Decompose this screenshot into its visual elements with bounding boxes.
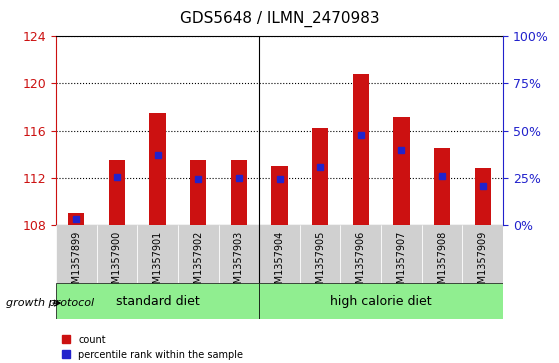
FancyBboxPatch shape (97, 225, 137, 283)
Text: GSM1357904: GSM1357904 (274, 231, 285, 296)
FancyBboxPatch shape (300, 225, 340, 283)
Text: standard diet: standard diet (116, 295, 200, 308)
Text: GSM1357903: GSM1357903 (234, 231, 244, 296)
Text: GSM1357909: GSM1357909 (478, 231, 488, 296)
FancyBboxPatch shape (462, 225, 503, 283)
FancyBboxPatch shape (219, 225, 259, 283)
Bar (434, 148, 450, 225)
FancyBboxPatch shape (259, 283, 503, 319)
Text: GSM1357908: GSM1357908 (437, 231, 447, 296)
FancyBboxPatch shape (137, 225, 178, 283)
Bar (312, 128, 328, 225)
Text: GSM1357907: GSM1357907 (396, 231, 406, 296)
Bar (394, 117, 410, 225)
Legend: count, percentile rank within the sample: count, percentile rank within the sample (61, 335, 243, 360)
Bar (190, 160, 206, 225)
Text: high calorie diet: high calorie diet (330, 295, 432, 308)
Text: GSM1357905: GSM1357905 (315, 231, 325, 296)
Bar (109, 160, 125, 225)
Bar (68, 213, 84, 225)
Text: GSM1357902: GSM1357902 (193, 231, 203, 296)
FancyBboxPatch shape (178, 225, 219, 283)
FancyBboxPatch shape (259, 225, 300, 283)
Text: GSM1357900: GSM1357900 (112, 231, 122, 296)
Bar (149, 113, 165, 225)
Bar (475, 168, 491, 225)
FancyBboxPatch shape (381, 225, 422, 283)
Bar (353, 74, 369, 225)
FancyBboxPatch shape (56, 225, 97, 283)
Bar (231, 160, 247, 225)
Text: GSM1357899: GSM1357899 (71, 231, 81, 296)
Bar (271, 166, 288, 225)
FancyBboxPatch shape (422, 225, 462, 283)
FancyBboxPatch shape (56, 283, 259, 319)
Text: growth protocol: growth protocol (6, 298, 94, 308)
FancyBboxPatch shape (340, 225, 381, 283)
Text: GSM1357901: GSM1357901 (153, 231, 163, 296)
Text: GSM1357906: GSM1357906 (356, 231, 366, 296)
Text: GDS5648 / ILMN_2470983: GDS5648 / ILMN_2470983 (179, 11, 380, 27)
